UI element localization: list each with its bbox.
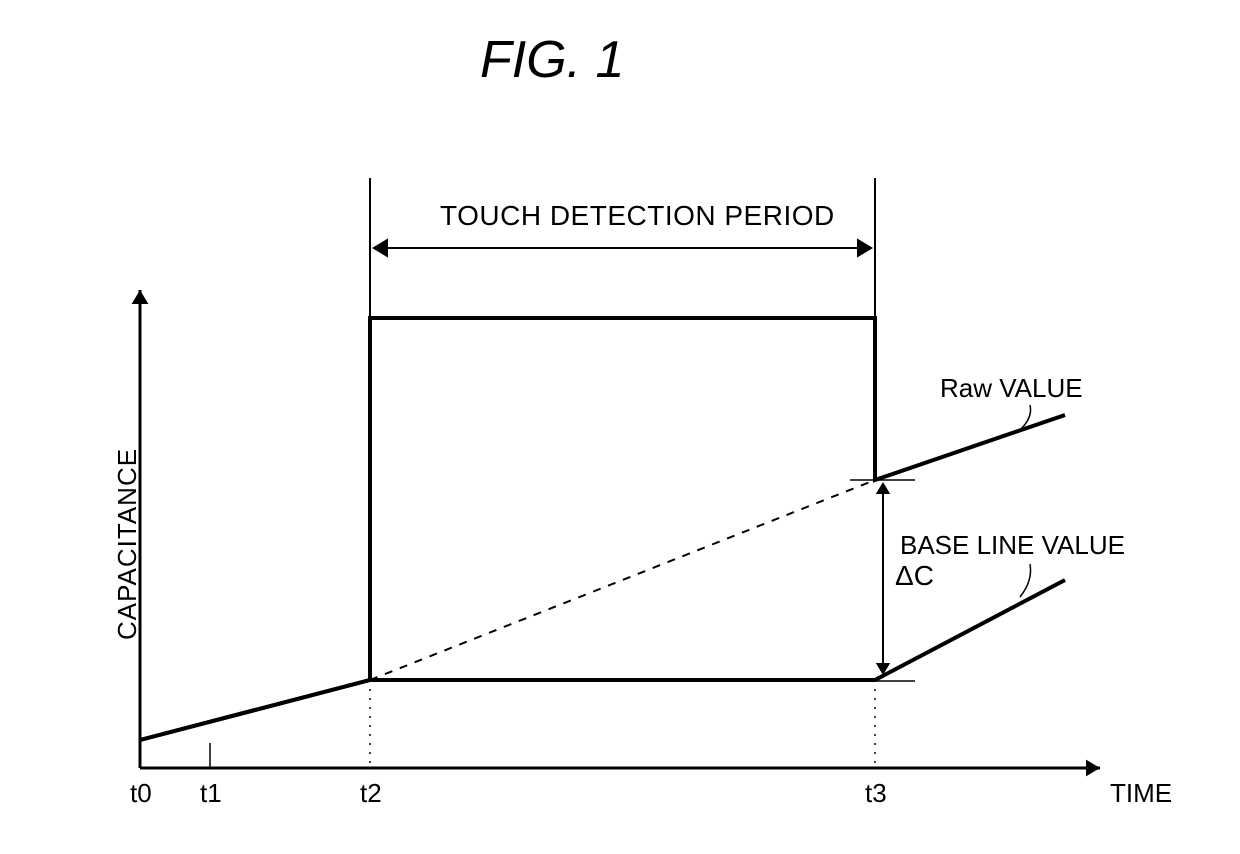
capacitance-vs-time-diagram bbox=[0, 0, 1240, 854]
tick-t3: t3 bbox=[865, 778, 887, 809]
delta-c-label: ΔC bbox=[895, 560, 934, 592]
tick-t2: t2 bbox=[360, 778, 382, 809]
tick-t1: t1 bbox=[200, 778, 222, 809]
raw-value-label: Raw VALUE bbox=[940, 373, 1083, 404]
y-axis-label: CAPACITANCE bbox=[112, 448, 143, 640]
baseline-value-label: BASE LINE VALUE bbox=[900, 530, 1125, 561]
touch-detection-period-label: TOUCH DETECTION PERIOD bbox=[440, 200, 835, 232]
tick-t0: t0 bbox=[130, 778, 152, 809]
x-axis-label: TIME bbox=[1110, 778, 1172, 809]
